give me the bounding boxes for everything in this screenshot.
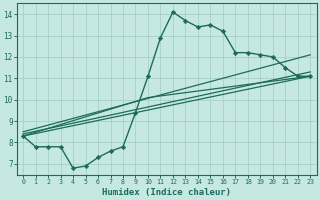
X-axis label: Humidex (Indice chaleur): Humidex (Indice chaleur) [102,188,231,197]
